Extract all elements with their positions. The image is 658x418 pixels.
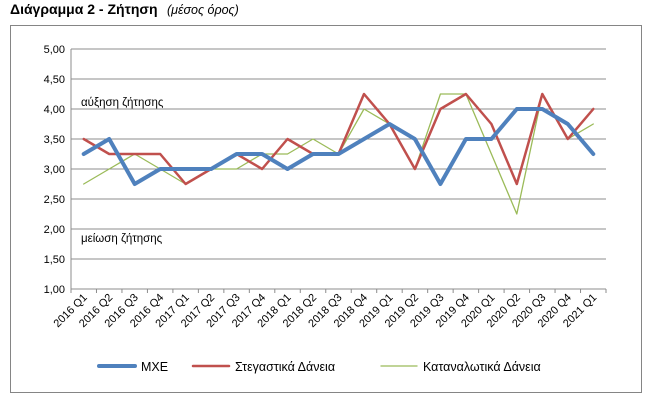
chart-subtitle: (μέσος όρος)	[166, 3, 239, 17]
legend-label: Στεγαστικά Δάνεια	[235, 360, 335, 374]
series-lines	[81, 92, 596, 215]
y-tick-label: 4,50	[44, 74, 65, 86]
annotation-increase: αύξηση ζήτησης	[81, 97, 164, 109]
y-tick-label: 4,00	[44, 104, 65, 116]
line-chart: 1,00 1,50 2,00 2,50 3,00 3,50 4,00 4,50 5,00 201…	[44, 44, 607, 374]
x-axis	[70, 49, 607, 293]
y-tick-label: 2,50	[44, 194, 65, 206]
y-axis-ticks: 1,00 1,50 2,00 2,50 3,00 3,50 4,00 4,50 5,00	[44, 44, 65, 296]
y-tick-label: 1,00	[44, 284, 65, 296]
chart-title: Διάγραμμα 2 - Ζήτηση	[10, 1, 158, 17]
legend-label: ΜΧΕ	[141, 360, 168, 374]
series-line-1	[81, 107, 596, 186]
y-tick-label: 1,50	[44, 254, 65, 266]
annotation-decrease: μείωση ζήτησης	[81, 233, 163, 245]
legend: ΜΧΕ Στεγαστικά Δάνεια Καταναλωτικά Δάνεια	[97, 360, 541, 374]
legend-label: Καταναλωτικά Δάνεια	[423, 360, 541, 374]
y-tick-label: 3,50	[44, 134, 65, 146]
y-tick-label: 2,00	[44, 224, 65, 236]
chart-frame: 1,00 1,50 2,00 2,50 3,00 3,50 4,00 4,50 5,00 201…	[10, 25, 642, 393]
chart-title-row: Διάγραμμα 2 - Ζήτηση (μέσος όρος)	[10, 1, 239, 23]
y-tick-label: 3,00	[44, 164, 65, 176]
y-tick-label: 5,00	[44, 44, 65, 56]
